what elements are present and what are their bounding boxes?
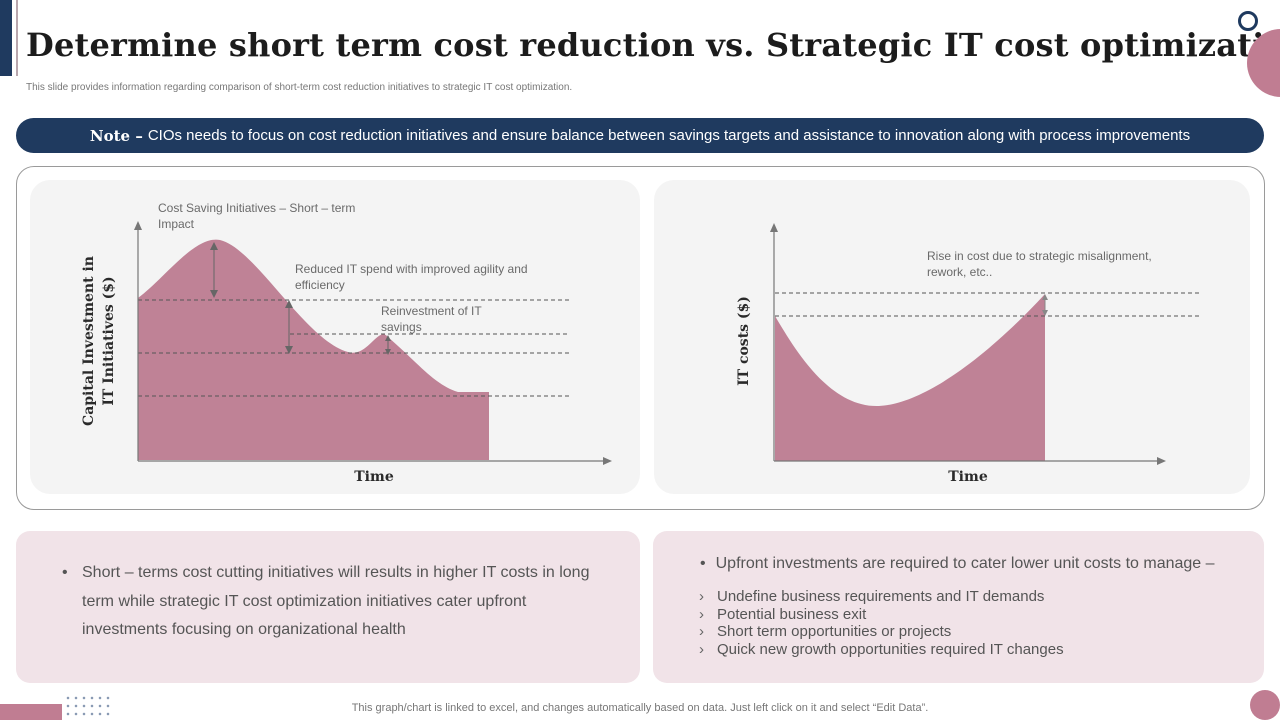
list-item: › Quick new growth opportunities required…	[699, 640, 1064, 658]
arrow-reinvest-heads	[385, 335, 391, 355]
upfront-investment-box: • Upfront investments are required to cat…	[653, 531, 1264, 683]
annotation-reinvestment-2: savings	[381, 320, 422, 334]
annotation-cost-saving-2: Impact	[158, 217, 195, 231]
left-x-axis-arrowhead	[603, 457, 612, 465]
right-chart: Rise in cost due to strategic misalignme…	[736, 223, 1201, 485]
right-chart-reference-lines	[775, 292, 1201, 317]
right-y-axis-arrowhead	[770, 223, 778, 232]
decorative-circle-bottom-right	[1250, 690, 1280, 720]
left-y-axis-title-2: IT Initiatives ($)	[101, 276, 117, 405]
right-x-axis-arrowhead	[1157, 457, 1166, 465]
right-chart-panel: Rise in cost due to strategic misalignme…	[654, 180, 1250, 494]
right-x-axis-title: Time	[948, 469, 988, 485]
bullet-icon: •	[700, 555, 706, 572]
chevron-right-icon: ›	[699, 588, 704, 605]
charts-frame	[16, 166, 1265, 510]
decorative-ring	[1238, 11, 1258, 31]
right-chart-axes	[770, 223, 1166, 465]
annotation-rise-1: Rise in cost due to strategic misalignme…	[927, 249, 1152, 263]
left-chart-reference-lines	[138, 299, 570, 397]
annotation-reduced-spend-2: efficiency	[295, 278, 345, 292]
list-item: › Potential business exit	[699, 605, 867, 623]
page-title: Determine short term cost reduction vs. …	[26, 26, 1280, 64]
chevron-right-icon: ›	[699, 623, 704, 641]
upfront-investment-heading-text: Upfront investments are required to cate…	[715, 555, 1215, 572]
right-chart-dimension-arrow	[1042, 294, 1048, 316]
arrow-rise-heads	[1042, 294, 1048, 316]
bullet-icon: •	[62, 564, 68, 581]
upfront-investment-list: › Undefine business requirements and IT d…	[699, 588, 1064, 658]
list-item: › Short term opportunities or projects	[699, 623, 952, 641]
footer-note: This graph/chart is linked to excel, and…	[351, 702, 929, 714]
left-chart-panel: Cost Saving Initiatives – Short – term I…	[30, 180, 640, 494]
annotation-reduced-spend-1: Reduced IT spend with improved agility a…	[295, 262, 528, 276]
note-label: Note –	[89, 126, 143, 145]
upfront-investment-heading: • Upfront investments are required to cat…	[700, 555, 1240, 573]
left-y-axis-title-1: Capital Investment in	[81, 256, 97, 426]
list-item: › Undefine business requirements and IT d…	[699, 588, 1045, 605]
chevron-right-icon: ›	[699, 640, 704, 658]
left-chart: Cost Saving Initiatives – Short – term I…	[81, 201, 612, 485]
annotation-cost-saving-1: Cost Saving Initiatives – Short – term	[158, 201, 355, 215]
annotation-rise-2: rework, etc..	[927, 265, 992, 279]
left-x-axis-title: Time	[354, 469, 394, 485]
page-subtitle: This slide provides information regardin…	[26, 82, 573, 93]
right-chart-area	[775, 294, 1045, 461]
right-y-axis-title: IT costs ($)	[736, 296, 752, 386]
annotation-reinvestment-1: Reinvestment of IT	[381, 304, 482, 318]
title-accent-bar	[0, 0, 12, 76]
decorative-bar-bottom-left	[0, 704, 62, 720]
left-y-axis-arrowhead	[134, 221, 142, 230]
chevron-right-icon: ›	[699, 605, 704, 623]
title-accent-line	[16, 0, 18, 76]
note-banner: Note – CIOs needs to focus on cost reduc…	[16, 118, 1264, 153]
short-term-summary: • Short – terms cost cutting initiatives…	[62, 559, 612, 645]
left-chart-area	[138, 239, 489, 460]
note-text: CIOs needs to focus on cost reduction in…	[147, 127, 1191, 144]
decorative-dot-grid	[64, 694, 112, 718]
left-chart-axes	[134, 221, 612, 465]
left-chart-dimension-arrows	[210, 242, 391, 355]
short-term-summary-box: • Short – terms cost cutting initiatives…	[16, 531, 640, 683]
short-term-summary-text: Short – terms cost cutting initiatives w…	[82, 564, 590, 638]
